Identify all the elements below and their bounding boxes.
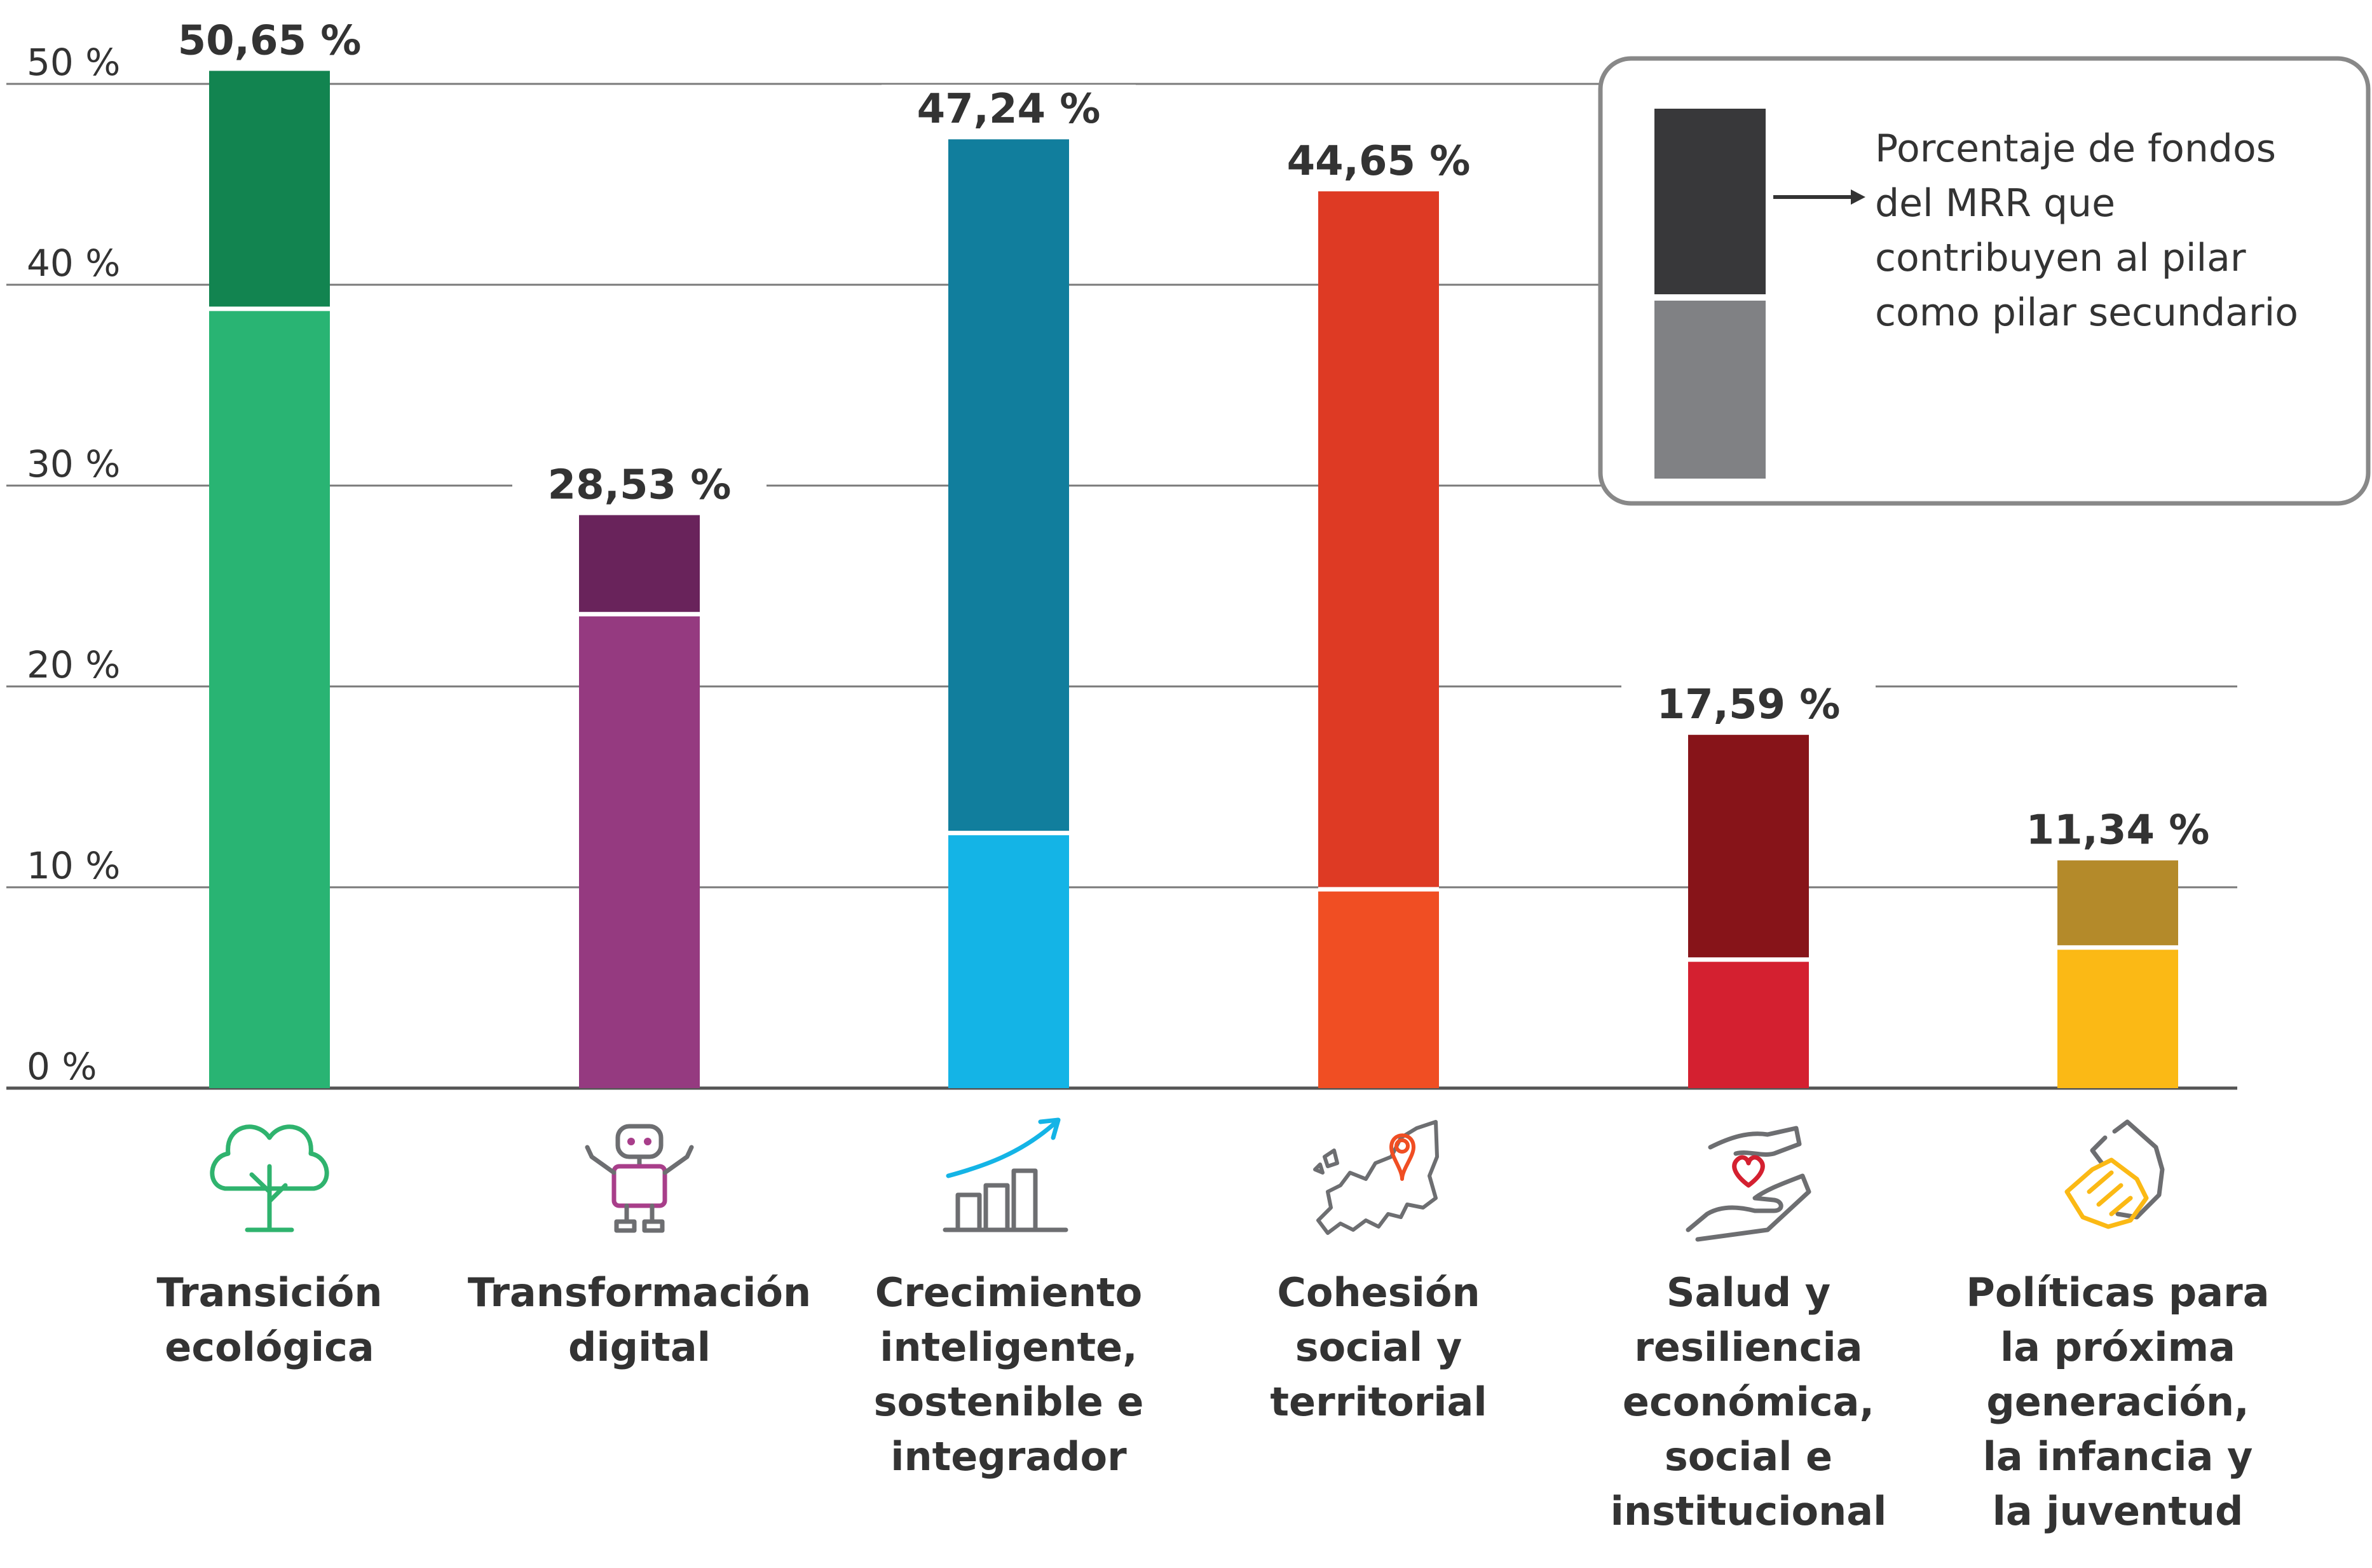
category-label-line: Salud y xyxy=(1667,1269,1830,1316)
bar-value-label: 28,53 % xyxy=(548,461,732,508)
category-label-line: social e xyxy=(1665,1433,1832,1480)
category-icons xyxy=(210,1117,2165,1242)
growth-chart-icon xyxy=(943,1117,1068,1232)
y-tick-label: 40 % xyxy=(27,242,120,285)
category-label: Transición ecológica xyxy=(157,1269,383,1370)
legend-swatch-primary xyxy=(1654,301,1766,479)
bar-value-label: 11,34 % xyxy=(2026,807,2210,854)
legend: Porcentaje de fondos del MRR que contribuy… xyxy=(1598,56,2371,506)
legend-label-line: como pilar secundario xyxy=(1875,290,2298,335)
holding-hands-icon xyxy=(2064,1119,2165,1229)
category-label-line: inteligente, xyxy=(880,1324,1137,1370)
category-label-line: Crecimiento xyxy=(875,1269,1142,1316)
y-tick-label: 50 % xyxy=(27,41,120,84)
robot-icon xyxy=(585,1124,694,1233)
bar-secondary-segment xyxy=(209,71,330,309)
bar-value-label: 47,24 % xyxy=(917,86,1101,133)
heart-hands-icon xyxy=(1686,1126,1811,1242)
category-label: Cohesión social y territorial xyxy=(1270,1269,1487,1425)
category-labels: Transición ecológica Transformación digital… xyxy=(157,1269,2270,1534)
legend-label: Porcentaje de fondos del MRR que contribuy… xyxy=(1875,126,2298,335)
value-label-background xyxy=(1991,805,2245,856)
category-label-line: económica, xyxy=(1623,1379,1874,1425)
category-label-line: Transición xyxy=(157,1269,383,1316)
category-label: Políticas para la próxima generación, la in… xyxy=(1966,1269,2269,1534)
bar-value-label: 17,59 % xyxy=(1657,681,1841,728)
bar-value-label: 50,65 % xyxy=(178,17,362,64)
category-label-line: institucional xyxy=(1611,1488,1887,1534)
bar-secondary-segment xyxy=(579,515,700,615)
bar-primary-segment xyxy=(209,308,330,1088)
category-label-line: resiliencia xyxy=(1634,1324,1862,1370)
bar-secondary-segment xyxy=(948,139,1069,833)
europe-map-pin-icon xyxy=(1313,1120,1439,1235)
legend-box xyxy=(1598,56,2371,506)
category-label-line: digital xyxy=(568,1324,711,1370)
tree-icon xyxy=(210,1124,329,1232)
bar-secondary-segment xyxy=(2057,860,2178,948)
value-label-background xyxy=(882,85,1136,135)
value-label-background xyxy=(142,16,397,66)
category-label-line: generación, xyxy=(1986,1379,2249,1425)
bar-primary-segment xyxy=(1318,889,1439,1088)
bars xyxy=(209,71,2178,1088)
y-axis-tick-labels: 0 % 10 % 20 % 30 % 40 % 50 % xyxy=(27,41,120,1088)
y-tick-label: 20 % xyxy=(27,643,120,686)
category-label: Transformación digital xyxy=(468,1269,811,1370)
category-label-line: territorial xyxy=(1270,1379,1487,1425)
category-label-line: la juventud xyxy=(1993,1488,2244,1534)
category-label: Salud y resiliencia económica, social e inst… xyxy=(1611,1269,1887,1534)
category-label-line: la infancia y xyxy=(1983,1433,2253,1480)
legend-label-line: contribuyen al pilar xyxy=(1875,236,2246,280)
category-label-line: ecológica xyxy=(165,1324,374,1370)
category-label-line: Cohesión xyxy=(1277,1269,1480,1316)
y-tick-label: 30 % xyxy=(27,442,120,486)
legend-label-line: Porcentaje de fondos xyxy=(1875,126,2276,171)
category-label-line: social y xyxy=(1295,1324,1462,1370)
bar-primary-segment xyxy=(1688,959,1809,1088)
legend-arrow-icon xyxy=(1773,189,1865,205)
y-tick-label: 0 % xyxy=(27,1045,97,1088)
legend-swatch-secondary xyxy=(1654,109,1766,294)
category-label-line: Transformación xyxy=(468,1269,811,1316)
value-label-background xyxy=(1621,680,1876,730)
category-label-line: Políticas para xyxy=(1966,1269,2269,1316)
value-labels: 50,65 % 28,53 % 47,24 % 44,65 % 17,59 % 11,34… xyxy=(142,16,2245,856)
bar-value-label: 44,65 % xyxy=(1287,138,1471,185)
bar-primary-segment xyxy=(579,614,700,1088)
category-label: Crecimiento inteligente, sostenible e integ… xyxy=(874,1269,1144,1480)
value-label-background xyxy=(1251,137,1506,187)
value-label-background xyxy=(512,460,767,510)
legend-label-line: del MRR que xyxy=(1875,181,2115,226)
bar-primary-segment xyxy=(948,833,1069,1088)
bar-secondary-segment xyxy=(1318,191,1439,890)
category-label-line: sostenible e xyxy=(874,1379,1144,1425)
grid-lines xyxy=(6,83,2237,1090)
bar-primary-segment xyxy=(2057,947,2178,1088)
category-label-line: la próxima xyxy=(2000,1324,2235,1370)
category-label-line: integrador xyxy=(890,1433,1127,1480)
bar-secondary-segment xyxy=(1688,735,1809,960)
y-tick-label: 10 % xyxy=(27,844,120,887)
